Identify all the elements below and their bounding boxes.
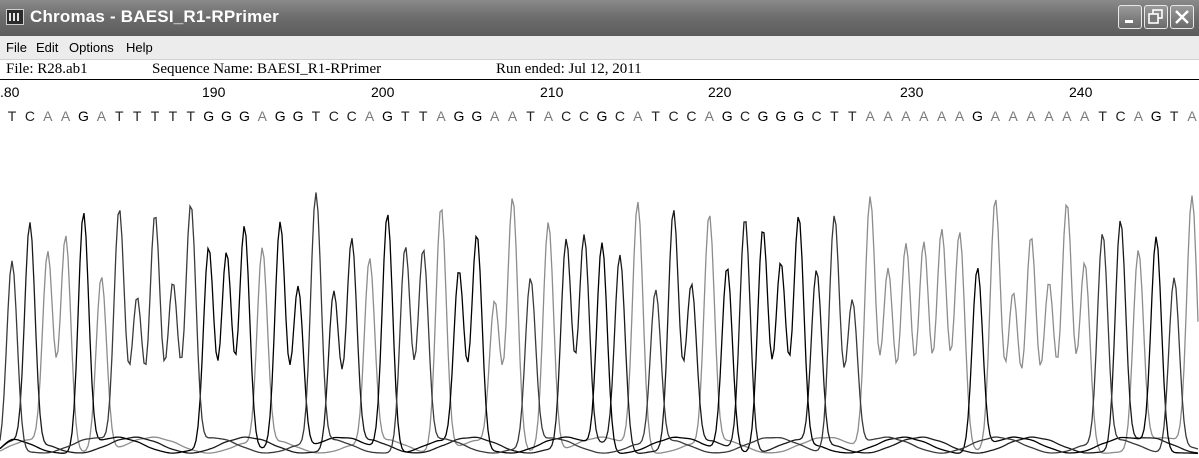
base-G-12: G bbox=[221, 108, 232, 124]
base-A-48: A bbox=[866, 108, 876, 124]
base-C-19: C bbox=[347, 108, 357, 124]
base-A-2: A bbox=[43, 108, 53, 124]
ruler-label-partial: .80 bbox=[0, 84, 20, 100]
base-T-36: T bbox=[651, 108, 660, 124]
base-G-64: G bbox=[1151, 108, 1162, 124]
chromas-app-icon[interactable] bbox=[6, 9, 24, 25]
window-title: Chromas - BAESI_R1-RPrimer bbox=[30, 7, 279, 26]
base-A-57: A bbox=[1026, 108, 1036, 124]
minimize-icon bbox=[1125, 20, 1133, 23]
base-A-60: A bbox=[1080, 108, 1090, 124]
menu-options[interactable]: Options bbox=[69, 40, 114, 55]
trace-c bbox=[0, 210, 1199, 454]
base-A-30: A bbox=[544, 108, 554, 124]
base-A-58: A bbox=[1044, 108, 1054, 124]
base-G-13: G bbox=[239, 108, 250, 124]
base-T-7: T bbox=[133, 108, 142, 124]
base-T-29: T bbox=[526, 108, 535, 124]
base-T-6: T bbox=[115, 108, 124, 124]
base-T-46: T bbox=[830, 108, 839, 124]
trace-a bbox=[0, 195, 1199, 454]
base-G-4: G bbox=[78, 108, 89, 124]
base-C-32: C bbox=[579, 108, 589, 124]
base-T-8: T bbox=[151, 108, 160, 124]
base-A-63: A bbox=[1134, 108, 1144, 124]
base-T-65: T bbox=[1170, 108, 1179, 124]
base-T-0: T bbox=[8, 108, 17, 124]
trace-g bbox=[0, 212, 1199, 455]
base-G-43: G bbox=[775, 108, 786, 124]
ruler-label-200: 200 bbox=[371, 84, 395, 100]
menu-help[interactable]: Help bbox=[126, 40, 153, 55]
base-T-47: T bbox=[848, 108, 857, 124]
base-G-54: G bbox=[972, 108, 983, 124]
base-G-21: G bbox=[382, 108, 393, 124]
restore-icon bbox=[1148, 9, 1163, 24]
base-C-38: C bbox=[686, 108, 696, 124]
base-T-10: T bbox=[187, 108, 196, 124]
base-G-25: G bbox=[454, 108, 465, 124]
base-C-31: C bbox=[561, 108, 571, 124]
base-A-5: A bbox=[97, 108, 107, 124]
trace-t bbox=[0, 192, 1199, 454]
base-A-35: A bbox=[633, 108, 643, 124]
close-button[interactable] bbox=[1170, 5, 1194, 29]
base-A-59: A bbox=[1062, 108, 1072, 124]
base-G-42: G bbox=[757, 108, 768, 124]
base-A-56: A bbox=[1009, 108, 1019, 124]
base-G-44: G bbox=[793, 108, 804, 124]
sequence-name: Sequence Name: BAESI_R1-RPrimer bbox=[152, 61, 382, 77]
base-A-27: A bbox=[490, 108, 500, 124]
base-C-34: C bbox=[615, 108, 625, 124]
ruler-label-190: 190 bbox=[202, 84, 226, 100]
base-A-3: A bbox=[61, 108, 71, 124]
minimize-button[interactable] bbox=[1118, 5, 1142, 29]
base-T-61: T bbox=[1098, 108, 1107, 124]
base-C-37: C bbox=[668, 108, 678, 124]
base-C-1: C bbox=[25, 108, 35, 124]
base-A-52: A bbox=[937, 108, 947, 124]
base-T-9: T bbox=[169, 108, 178, 124]
base-T-23: T bbox=[419, 108, 428, 124]
base-C-62: C bbox=[1115, 108, 1125, 124]
file-name: File: R28.ab1 bbox=[6, 61, 88, 77]
base-A-53: A bbox=[955, 108, 965, 124]
base-G-16: G bbox=[293, 108, 304, 124]
title-bar[interactable]: Chromas - BAESI_R1-RPrimer bbox=[0, 0, 1199, 36]
base-C-41: C bbox=[740, 108, 750, 124]
base-A-39: A bbox=[705, 108, 715, 124]
base-G-40: G bbox=[722, 108, 733, 124]
base-A-24: A bbox=[436, 108, 446, 124]
menu-bar: File Edit Options Help bbox=[0, 36, 1199, 60]
base-G-15: G bbox=[275, 108, 286, 124]
base-A-49: A bbox=[883, 108, 893, 124]
menu-edit[interactable]: Edit bbox=[36, 40, 59, 55]
base-A-55: A bbox=[991, 108, 1001, 124]
base-C-45: C bbox=[811, 108, 821, 124]
run-ended-date: Run ended: Jul 12, 2011 bbox=[496, 61, 642, 77]
base-G-11: G bbox=[203, 108, 214, 124]
ruler-label-240: 240 bbox=[1069, 84, 1093, 100]
base-A-20: A bbox=[365, 108, 375, 124]
base-A-28: A bbox=[508, 108, 518, 124]
ruler-label-220: 220 bbox=[708, 84, 732, 100]
base-T-22: T bbox=[401, 108, 410, 124]
ruler-label-230: 230 bbox=[900, 84, 924, 100]
base-A-51: A bbox=[919, 108, 929, 124]
menu-file[interactable]: File bbox=[6, 40, 27, 55]
base-G-26: G bbox=[471, 108, 482, 124]
base-A-50: A bbox=[901, 108, 911, 124]
base-G-33: G bbox=[597, 108, 608, 124]
close-icon bbox=[1175, 10, 1189, 24]
base-T-17: T bbox=[312, 108, 321, 124]
base-C-18: C bbox=[329, 108, 339, 124]
base-A-14: A bbox=[258, 108, 268, 124]
chromatogram-trace[interactable] bbox=[0, 126, 1199, 458]
restore-button[interactable] bbox=[1144, 5, 1168, 29]
file-info-bar: File: R28.ab1 Sequence Name: BAESI_R1-RP… bbox=[0, 60, 1199, 80]
ruler-label-210: 210 bbox=[540, 84, 564, 100]
base-A-66: A bbox=[1187, 108, 1197, 124]
